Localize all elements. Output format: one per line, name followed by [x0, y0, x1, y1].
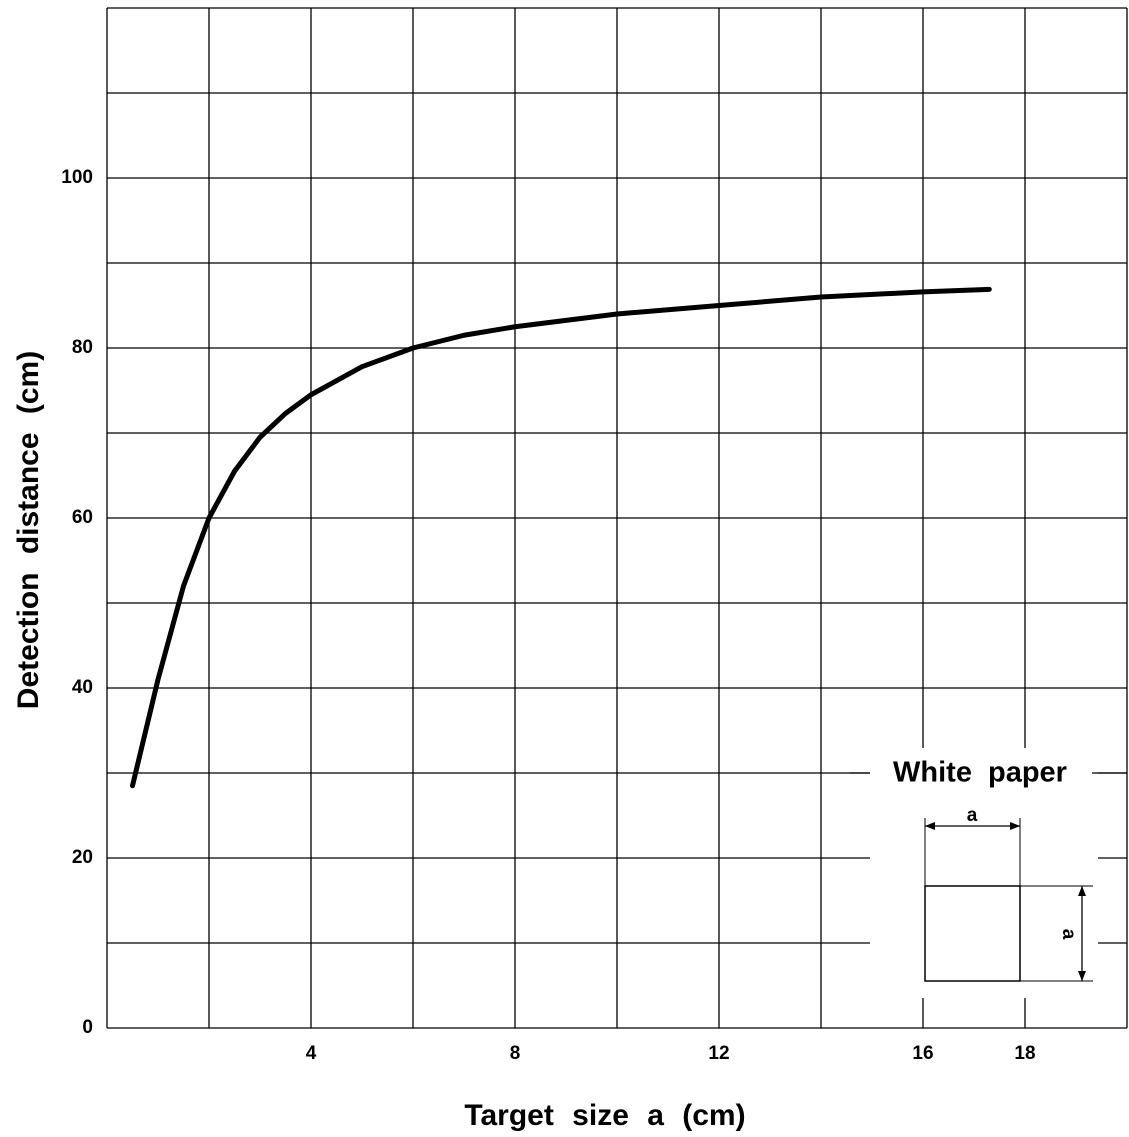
inset-diagram: White paper a a [850, 748, 1127, 998]
y-axis-title: Detection distance (cm) [12, 351, 45, 709]
y-tick-label: 60 [72, 507, 93, 528]
inset-background [870, 748, 1098, 998]
y-tick-label: 40 [72, 677, 93, 698]
data-line [130, 286, 992, 789]
dimension-label: a [1058, 929, 1079, 940]
arrowhead [1078, 886, 1086, 981]
x-tick-label: 12 [708, 1043, 729, 1064]
inset-title: White paper [893, 757, 1067, 789]
x-tick-label: 4 [306, 1043, 317, 1064]
x-tick-label: 16 [912, 1043, 933, 1064]
y-tick-label: 100 [61, 167, 93, 188]
arrowhead [925, 822, 1020, 830]
y-tick-label: 80 [72, 337, 93, 358]
y-tick-label: 20 [72, 847, 93, 868]
x-axis-title: Target size a (cm) [464, 1099, 745, 1132]
x-tick-label: 18 [1014, 1043, 1035, 1064]
y-tick-label: 0 [82, 1017, 93, 1038]
x-tick-label: 8 [510, 1043, 521, 1064]
dimension-label: a [967, 805, 978, 826]
paper-square [924, 885, 1021, 982]
